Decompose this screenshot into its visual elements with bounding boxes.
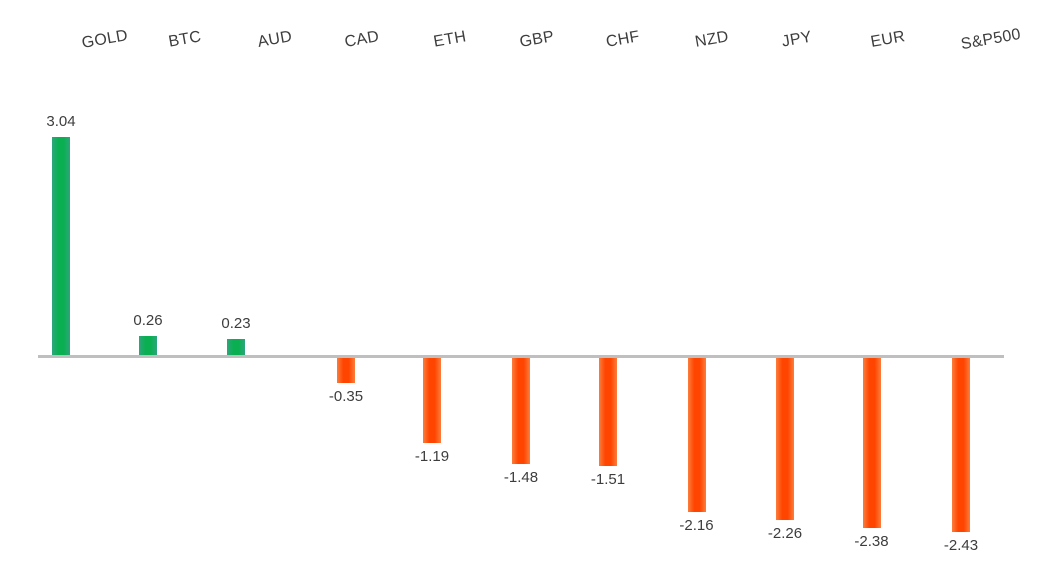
value-label-cad: -0.35: [328, 387, 364, 405]
bar-btc: [139, 336, 157, 355]
category-label-cad: CAD: [342, 28, 380, 51]
value-label-eth: -1.19: [414, 447, 450, 465]
bar-gbp: [512, 357, 530, 464]
value-label-gold: 3.04: [46, 113, 76, 131]
category-label-s-p500: S&P500: [959, 25, 1023, 54]
category-label-btc: BTC: [167, 28, 203, 51]
bar-gold: [52, 137, 70, 355]
category-label-nzd: NZD: [693, 28, 730, 51]
bar-nzd: [687, 357, 706, 513]
x-axis-line: [38, 355, 1004, 358]
value-label-jpy: -2.26: [767, 524, 803, 542]
bar-chf: [599, 357, 617, 466]
value-label-s-p500: -2.43: [943, 536, 979, 554]
category-label-gold: GOLD: [80, 27, 130, 52]
category-label-eth: ETH: [431, 28, 468, 51]
value-label-gbp: -1.48: [503, 468, 539, 486]
value-label-btc: 0.26: [133, 312, 163, 330]
value-label-eur: -2.38: [854, 533, 889, 551]
bar-jpy: [776, 357, 794, 520]
bar-aud: [227, 338, 245, 355]
bar-s-p500: [952, 357, 970, 532]
bar-cad: [337, 357, 355, 383]
bar-eth: [423, 357, 441, 443]
category-label-aud: AUD: [256, 28, 294, 51]
category-label-chf: CHF: [604, 28, 641, 51]
value-label-aud: 0.23: [221, 314, 251, 332]
value-label-chf: -1.51: [590, 470, 626, 488]
value-label-nzd: -2.16: [679, 517, 714, 535]
category-label-eur: EUR: [869, 28, 907, 51]
category-label-gbp: GBP: [517, 28, 555, 51]
bar-eur: [862, 357, 881, 529]
category-label-jpy: JPY: [780, 28, 814, 51]
